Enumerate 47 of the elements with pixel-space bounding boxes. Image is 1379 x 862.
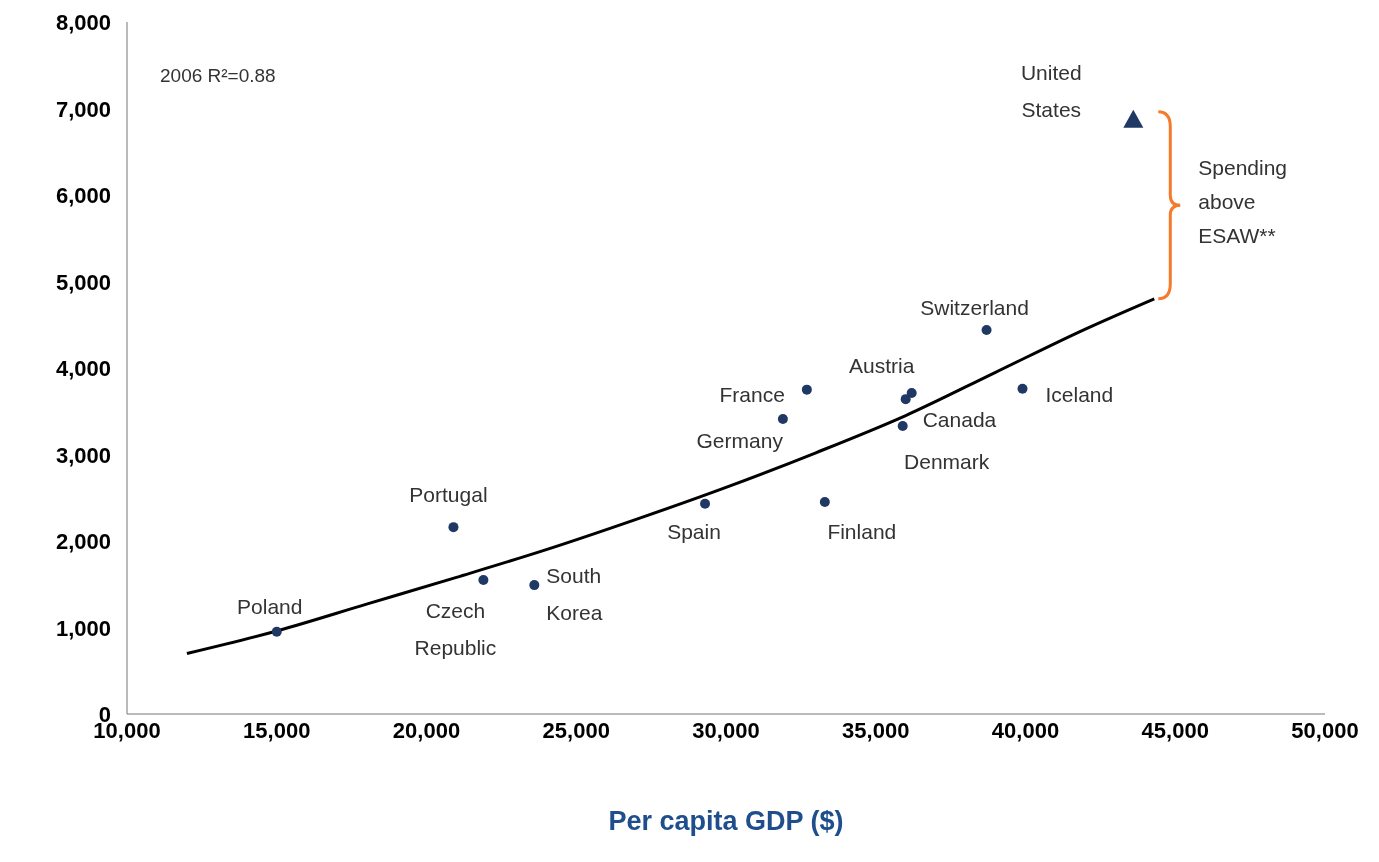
x-tick-label: 50,000 xyxy=(1291,717,1359,743)
point xyxy=(478,574,489,585)
annotation: Spending above ESAW** xyxy=(1198,156,1288,248)
point xyxy=(700,498,711,509)
annotation: Poland xyxy=(237,594,303,618)
annotation: Germany xyxy=(696,429,784,453)
y-tick-label: 1,000 xyxy=(55,615,111,641)
y-tick-label: 5,000 xyxy=(55,269,111,295)
x-tick-label: 20,000 xyxy=(392,717,461,743)
annotation: Czech Republic xyxy=(414,599,497,660)
point xyxy=(529,580,540,591)
annotation: France xyxy=(719,382,785,406)
annotation: Iceland xyxy=(1045,382,1114,406)
point xyxy=(906,388,917,399)
x-axis-title: Per capita GDP ($) xyxy=(607,806,845,837)
y-tick-label: 6,000 xyxy=(55,183,111,208)
annotation: Switzerland xyxy=(920,295,1029,319)
x-tick-label: 30,000 xyxy=(692,717,760,743)
x-tick-label: 15,000 xyxy=(243,717,311,743)
point xyxy=(900,394,911,405)
annotation: Denmark xyxy=(904,449,990,473)
point xyxy=(981,324,992,335)
point xyxy=(897,420,908,431)
annotation: Finland xyxy=(827,520,897,544)
x-tick-label: 25,000 xyxy=(542,717,610,743)
y-tick-label: 7,000 xyxy=(55,96,111,122)
y-tick-label: 3,000 xyxy=(55,442,111,468)
annotation: South Korea xyxy=(546,563,603,624)
point xyxy=(448,522,459,533)
x-tick-label: 40,000 xyxy=(991,717,1060,743)
annotation: Portugal xyxy=(409,483,488,507)
x-tick-label: 45,000 xyxy=(1141,717,1209,743)
point xyxy=(777,414,788,425)
point xyxy=(801,384,812,395)
point xyxy=(1017,383,1028,394)
y-tick-label: 4,000 xyxy=(55,356,111,381)
y-tick-label: 2,000 xyxy=(55,529,111,554)
point xyxy=(819,497,830,508)
x-tick-label: 35,000 xyxy=(842,717,910,743)
point xyxy=(1123,109,1144,128)
point xyxy=(271,626,282,637)
annotation: United States xyxy=(1020,61,1082,122)
y-tick-label: 8,000 xyxy=(55,10,111,35)
annotation: Spain xyxy=(667,519,721,543)
annotation: Canada xyxy=(922,408,997,432)
annotation: Austria xyxy=(849,354,915,378)
annotation: 2006 R²=0.88 xyxy=(160,65,276,86)
